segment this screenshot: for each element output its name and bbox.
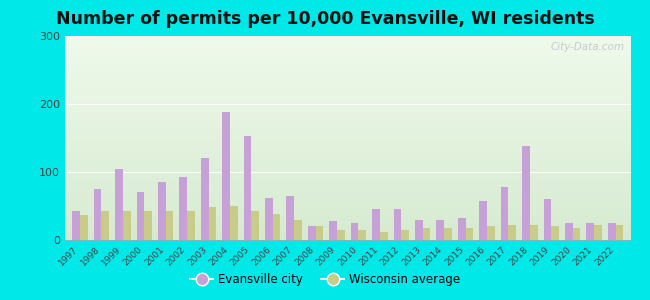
Bar: [187, 212, 195, 240]
Bar: [586, 223, 594, 240]
Bar: [273, 214, 281, 240]
Bar: [508, 225, 516, 240]
Bar: [573, 228, 580, 240]
Bar: [458, 218, 465, 240]
Bar: [565, 223, 573, 240]
Bar: [244, 136, 252, 240]
Bar: [500, 187, 508, 240]
Bar: [252, 212, 259, 240]
Bar: [594, 225, 602, 240]
Bar: [415, 220, 422, 240]
Legend: Evansville city, Wisconsin average: Evansville city, Wisconsin average: [185, 269, 465, 291]
Bar: [372, 209, 380, 240]
Bar: [465, 228, 473, 240]
Bar: [436, 220, 444, 240]
Bar: [230, 206, 238, 240]
Bar: [380, 232, 387, 240]
Bar: [201, 158, 209, 240]
Bar: [608, 223, 616, 240]
Bar: [80, 215, 88, 240]
Bar: [209, 207, 216, 240]
Bar: [158, 182, 166, 240]
Text: City-Data.com: City-Data.com: [551, 42, 625, 52]
Bar: [551, 226, 559, 240]
Text: Number of permits per 10,000 Evansville, WI residents: Number of permits per 10,000 Evansville,…: [56, 11, 594, 28]
Bar: [287, 196, 294, 240]
Bar: [265, 198, 273, 240]
Bar: [123, 212, 131, 240]
Bar: [616, 225, 623, 240]
Bar: [543, 199, 551, 240]
Bar: [479, 201, 487, 240]
Bar: [115, 169, 123, 240]
Bar: [72, 212, 80, 240]
Bar: [530, 225, 538, 240]
Bar: [136, 192, 144, 240]
Bar: [337, 230, 345, 240]
Bar: [179, 177, 187, 240]
Bar: [351, 223, 358, 240]
Bar: [308, 226, 316, 240]
Bar: [222, 112, 230, 240]
Bar: [101, 212, 109, 240]
Bar: [401, 230, 409, 240]
Bar: [144, 212, 152, 240]
Bar: [522, 146, 530, 240]
Bar: [94, 189, 101, 240]
Bar: [330, 221, 337, 240]
Bar: [316, 226, 323, 240]
Bar: [166, 212, 174, 240]
Bar: [422, 228, 430, 240]
Bar: [444, 228, 452, 240]
Bar: [487, 226, 495, 240]
Bar: [294, 220, 302, 240]
Bar: [394, 209, 401, 240]
Bar: [358, 230, 366, 240]
